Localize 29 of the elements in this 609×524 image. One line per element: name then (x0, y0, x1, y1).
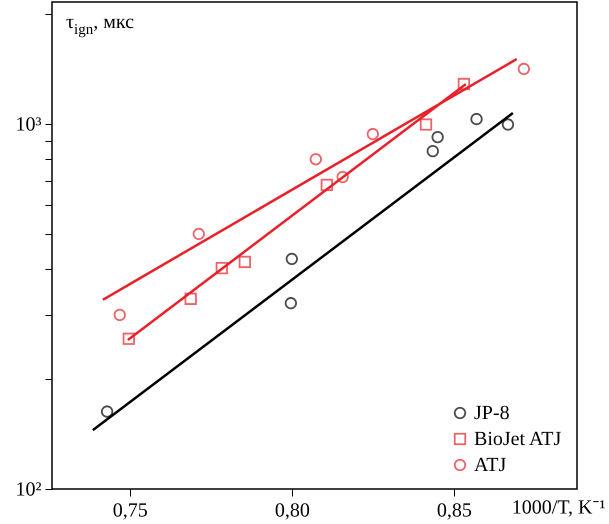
x-axis-title: 1000/T, K⁻¹ (512, 496, 606, 518)
point (470, 112, 483, 126)
point (114, 308, 126, 322)
point (502, 118, 514, 131)
point (426, 144, 439, 158)
y-tick-label: 10³ (16, 114, 42, 136)
point (310, 153, 322, 166)
point (184, 292, 197, 305)
point (284, 297, 297, 310)
x-tick-label: 0,75 (112, 500, 148, 522)
point (432, 130, 444, 144)
point (458, 78, 470, 90)
x-tick-label: 0,80 (274, 500, 310, 522)
point (366, 128, 379, 140)
legend-label: BioJet ATJ (474, 428, 562, 450)
point (336, 170, 349, 184)
point (216, 262, 228, 274)
legend-label: JP-8 (474, 402, 510, 424)
point (420, 118, 432, 131)
point (100, 405, 114, 418)
point (320, 178, 333, 192)
point (122, 332, 135, 345)
y-tick-label: 10² (16, 478, 42, 500)
x-tick-label: 0,85 (436, 500, 472, 522)
legend-label: ATJ (474, 454, 506, 476)
point (518, 62, 530, 76)
point (192, 228, 205, 240)
point (238, 256, 251, 268)
point (286, 252, 298, 266)
